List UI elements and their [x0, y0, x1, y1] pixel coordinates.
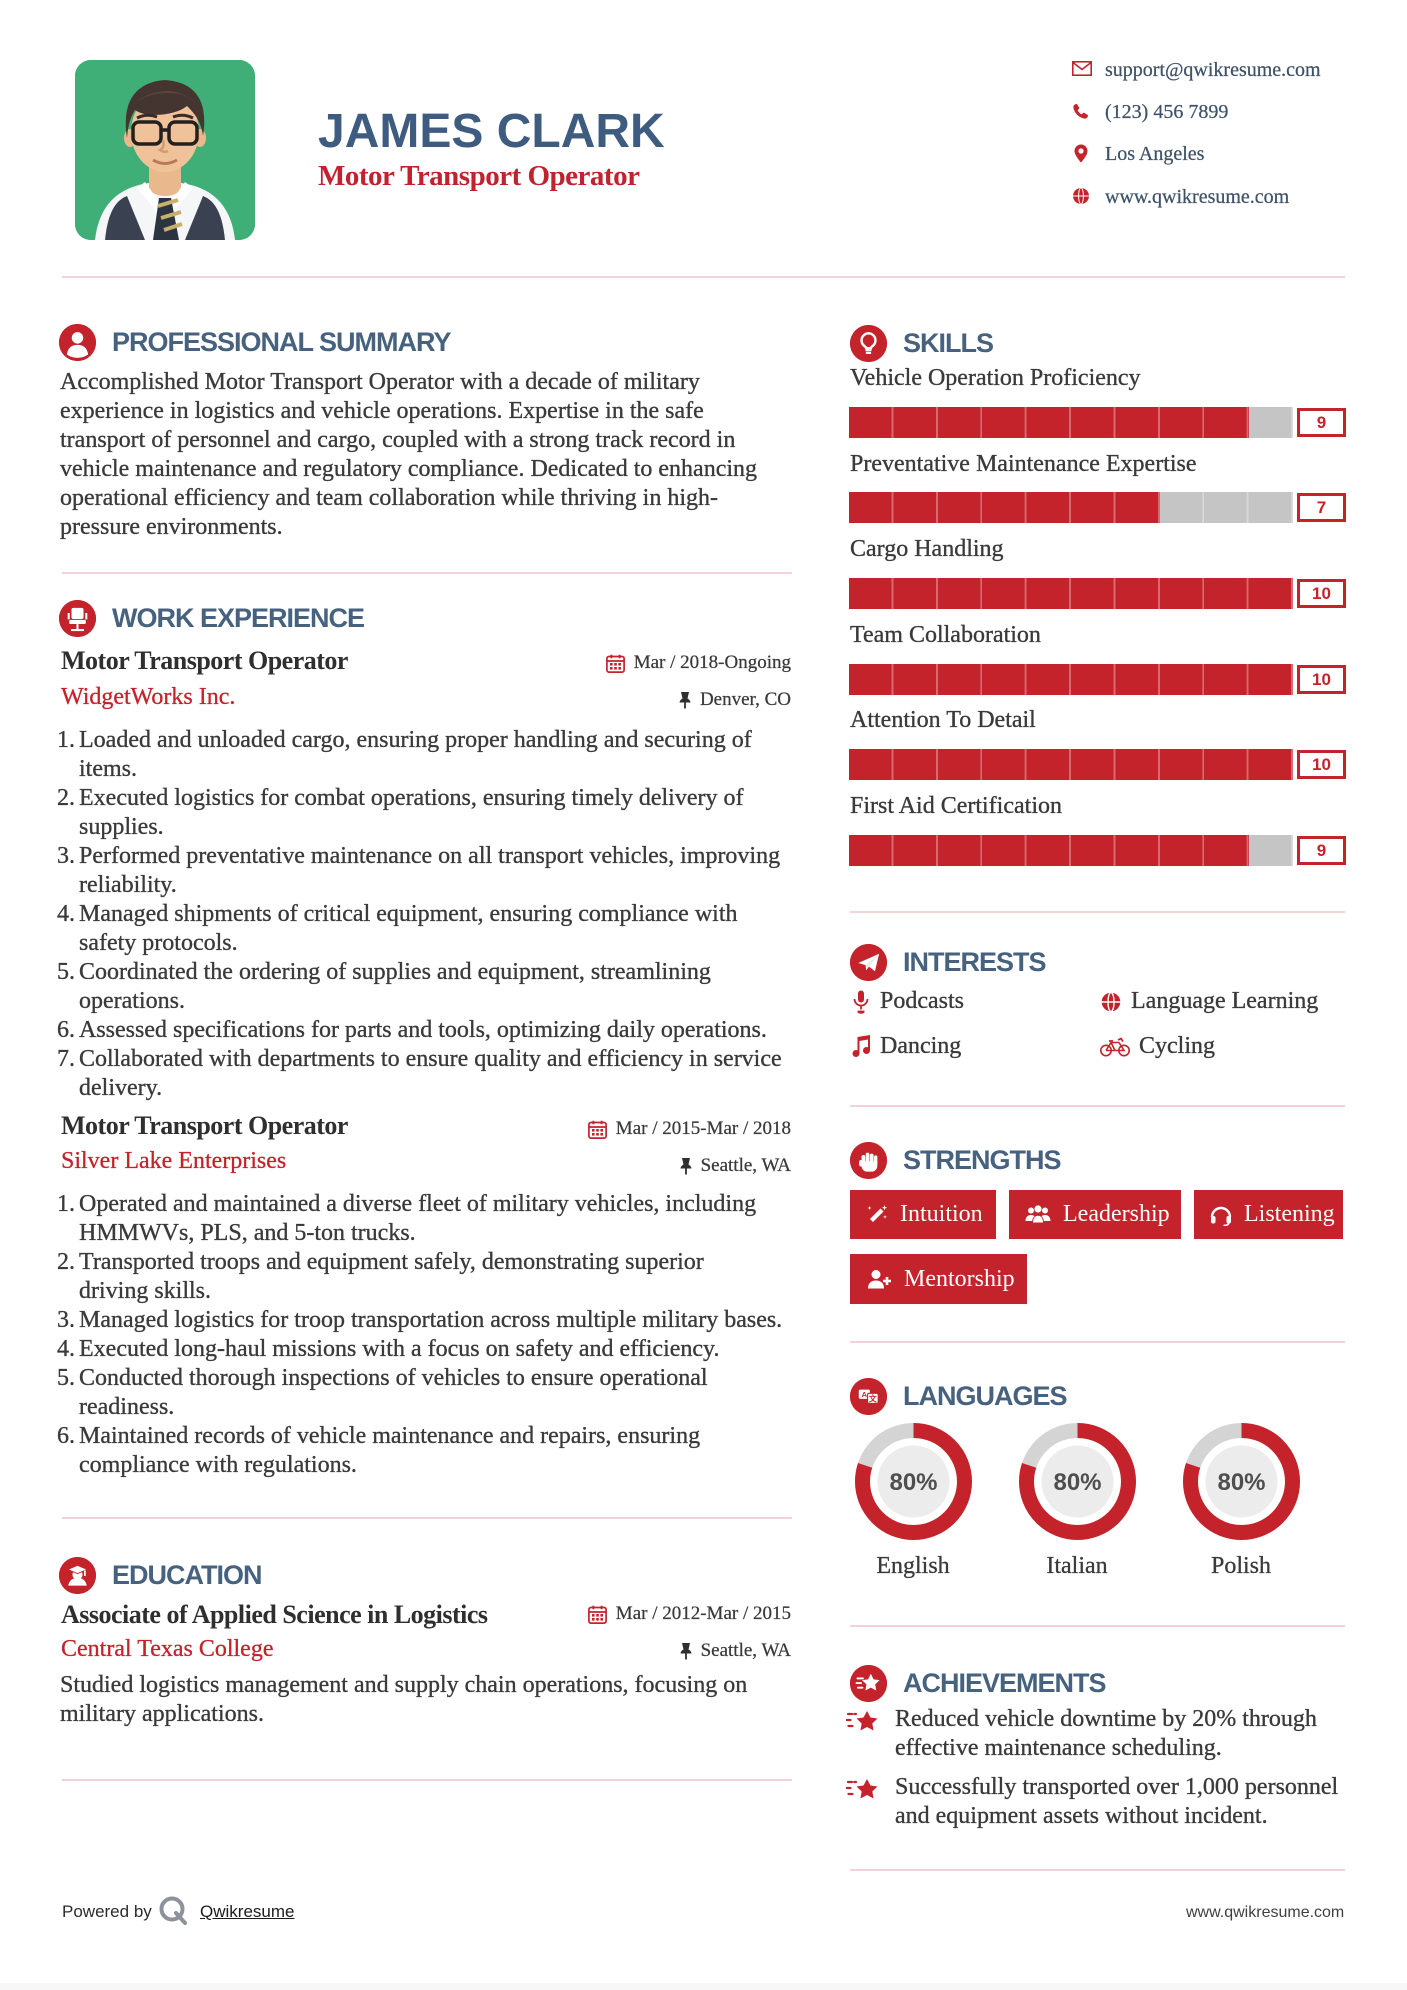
svg-text:文: 文 — [869, 1393, 877, 1403]
svg-text:80%: 80% — [889, 1469, 937, 1496]
svg-text:A: A — [862, 1390, 868, 1399]
svg-text:80%: 80% — [1217, 1469, 1265, 1496]
svg-text:80%: 80% — [1053, 1469, 1101, 1496]
